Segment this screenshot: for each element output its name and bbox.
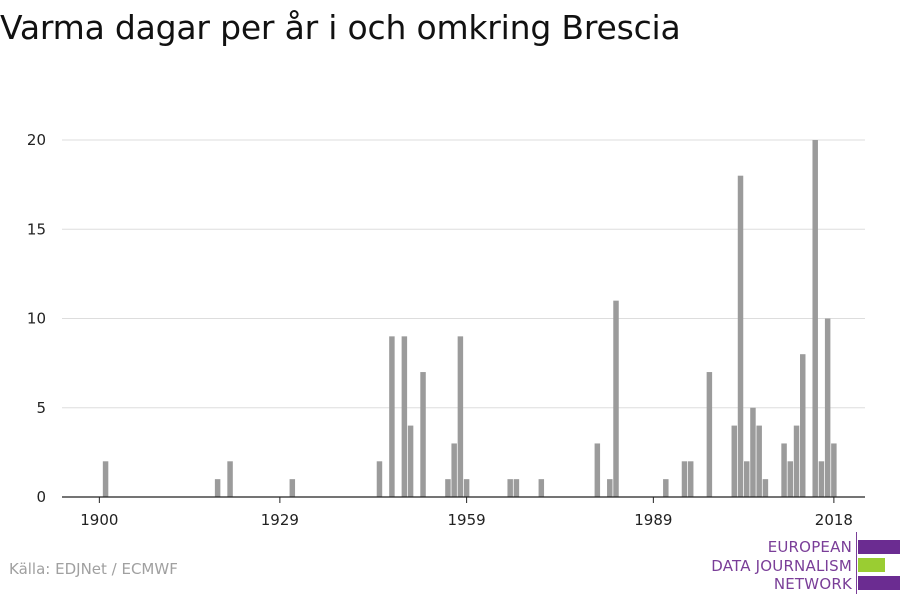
y-tick-label-15: 15 — [27, 220, 46, 238]
bar-1950 — [407, 425, 414, 497]
grid-lines — [62, 139, 865, 409]
bar-2017 — [824, 318, 831, 497]
bar-1983 — [613, 300, 619, 497]
x-tick-label-1959: 1959 — [448, 511, 486, 529]
chart-title: Varma dagar per år i och omkring Brescia — [0, 8, 681, 47]
bar-2006 — [756, 425, 762, 497]
bar-1931 — [289, 479, 296, 497]
source-note: Källa: EDJNet / ECMWF — [9, 560, 178, 578]
bar-1952 — [420, 372, 426, 497]
bar-1921 — [227, 461, 233, 497]
bar-1949 — [401, 336, 408, 497]
y-tick-label-20: 20 — [27, 131, 46, 149]
bars — [102, 140, 837, 497]
logo-bar-bottom — [858, 576, 900, 590]
bar-2015 — [812, 140, 818, 497]
bar-1901 — [102, 461, 109, 497]
bar-2005 — [750, 407, 756, 497]
bar-2012 — [793, 425, 800, 497]
bar-1958 — [457, 336, 464, 497]
bar-1967 — [513, 479, 520, 497]
bar-1957 — [451, 443, 457, 497]
x-tick-label-1929: 1929 — [261, 511, 299, 529]
bar-1971 — [538, 479, 545, 497]
bar-2002 — [731, 425, 738, 497]
bar-1956 — [445, 479, 451, 497]
logo-text-european: EUROPEAN — [767, 538, 852, 556]
bar-1995 — [687, 461, 694, 497]
bar-2011 — [787, 461, 794, 497]
x-tick-label-2018: 2018 — [815, 511, 853, 529]
y-tick-label-0: 0 — [36, 488, 46, 506]
logo-text-data-journalism: DATA JOURNALISM — [711, 557, 852, 575]
x-tick-label-1989: 1989 — [634, 511, 672, 529]
bar-1991 — [663, 479, 669, 497]
bar-1919 — [214, 479, 221, 497]
axes: 0 5 10 15 20 1900 1929 1959 1989 2018 — [27, 131, 865, 529]
bar-2007 — [762, 479, 769, 497]
bar-1998 — [706, 372, 713, 497]
x-tick-label-1900: 1900 — [80, 511, 118, 529]
bar-1947 — [389, 336, 395, 497]
bar-2003 — [737, 175, 744, 497]
bar-2004 — [743, 461, 750, 497]
y-tick-label-5: 5 — [36, 399, 46, 417]
bar-1966 — [507, 479, 513, 497]
bar-2018 — [831, 443, 837, 497]
bar-2010 — [781, 443, 787, 497]
logo-bar-top — [858, 540, 900, 554]
edjnet-logo: EUROPEAN DATA JOURNALISM NETWORK — [700, 528, 900, 594]
bar-1980 — [594, 443, 601, 497]
bar-2016 — [818, 461, 825, 497]
bar-1982 — [607, 479, 613, 497]
bar-2013 — [800, 354, 806, 497]
bar-1994 — [681, 461, 688, 497]
bar-1945 — [376, 461, 383, 497]
bar-1959 — [463, 479, 470, 497]
logo-text-network: NETWORK — [773, 575, 852, 593]
logo-divider — [856, 532, 857, 594]
y-tick-label-10: 10 — [27, 310, 46, 328]
logo-bar-middle — [858, 558, 885, 572]
